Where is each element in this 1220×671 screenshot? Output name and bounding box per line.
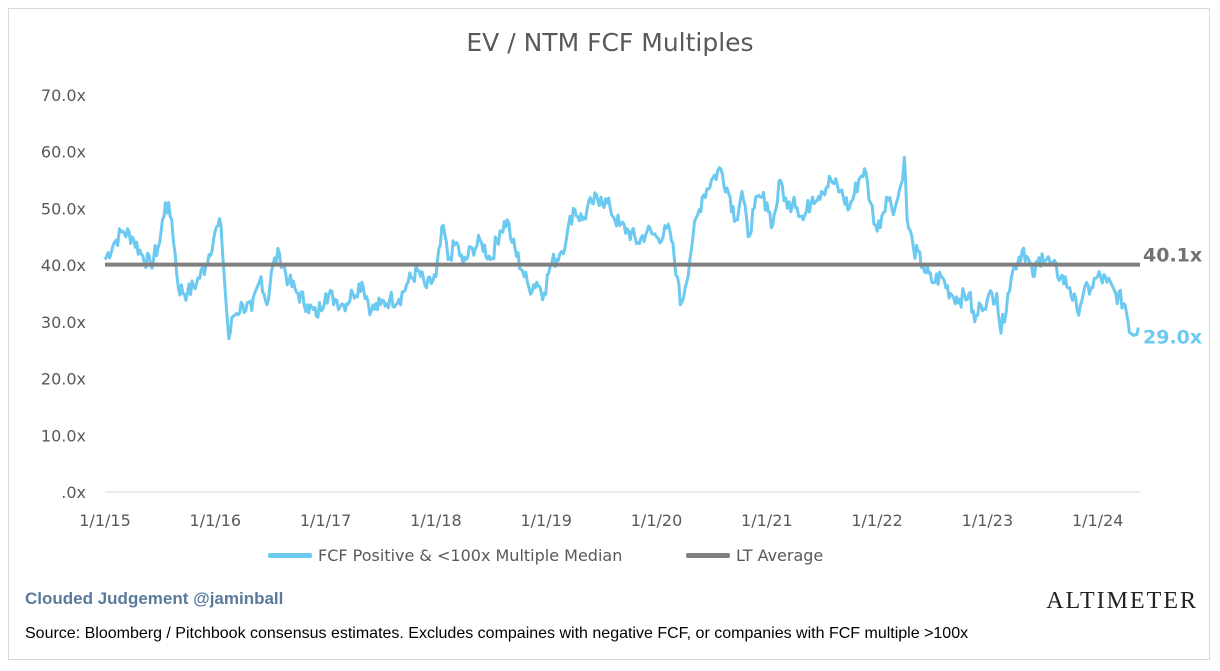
y-tick-label: 20.0x (41, 370, 86, 389)
legend-label-median: FCF Positive & <100x Multiple Median (318, 546, 623, 565)
legend-label-lt-average: LT Average (736, 546, 824, 565)
x-tick-label: 1/1/17 (300, 511, 352, 530)
series-line-median (103, 155, 1140, 341)
x-tick-label: 1/1/24 (1072, 511, 1124, 530)
x-tick-label: 1/1/15 (79, 511, 131, 530)
legend-item-median: FCF Positive & <100x Multiple Median (268, 546, 622, 565)
y-tick-label: 40.0x (41, 256, 86, 275)
end-label-lt-average: 40.1x (1143, 245, 1202, 267)
chart-frame (8, 8, 1210, 660)
y-tick-label: 70.0x (41, 86, 86, 105)
branding-text: Clouded Judgement @jaminball (25, 589, 284, 608)
legend-swatch-lt-average (686, 553, 730, 558)
altimeter-logo: ALTIMETER (1046, 588, 1198, 614)
end-label-median: 29.0x (1143, 327, 1202, 349)
x-tick-label: 1/1/22 (851, 511, 903, 530)
x-tick-label: 1/1/23 (962, 511, 1014, 530)
legend-swatch-median (268, 553, 312, 558)
chart-title: EV / NTM FCF Multiples (466, 28, 754, 57)
y-tick-label: 60.0x (41, 143, 86, 162)
legend: FCF Positive & <100x Multiple Median LT … (0, 546, 1220, 570)
y-tick-label: 30.0x (41, 313, 86, 332)
y-tick-label: 10.0x (41, 426, 86, 445)
y-tick-label: .0x (61, 483, 86, 502)
x-tick-label: 1/1/19 (520, 511, 572, 530)
y-tick-label: 50.0x (41, 199, 86, 218)
y-axis: .0x 10.0x 20.0x 30.0x 40.0x 50.0x 60.0x 70.0x (41, 86, 86, 502)
x-tick-label: 1/1/21 (741, 511, 793, 530)
x-tick-label: 1/1/18 (410, 511, 462, 530)
x-tick-label: 1/1/16 (190, 511, 242, 530)
source-note: Source: Bloomberg / Pitchbook consensus … (25, 625, 969, 642)
x-axis: 1/1/15 1/1/16 1/1/17 1/1/18 1/1/19 1/1/20 1/1/… (79, 511, 1123, 530)
x-tick-label: 1/1/20 (631, 511, 683, 530)
legend-item-lt-average: LT Average (686, 546, 823, 565)
